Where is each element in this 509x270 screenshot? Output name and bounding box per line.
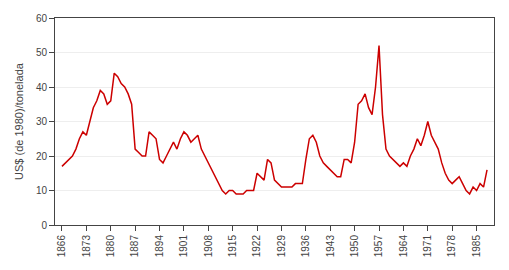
svg-text:1964: 1964 [398,235,409,258]
svg-text:20: 20 [36,151,48,162]
svg-text:1929: 1929 [276,235,287,258]
svg-text:50: 50 [36,47,48,58]
svg-text:30: 30 [36,116,48,127]
svg-text:1908: 1908 [203,235,214,258]
svg-text:1915: 1915 [227,235,238,258]
svg-text:1978: 1978 [446,235,457,258]
svg-text:1971: 1971 [422,235,433,258]
svg-text:1943: 1943 [325,235,336,258]
svg-text:1957: 1957 [373,235,384,258]
svg-text:1894: 1894 [154,235,165,258]
svg-text:1901: 1901 [178,235,189,258]
svg-text:1880: 1880 [105,235,116,258]
svg-text:0: 0 [41,220,47,231]
svg-text:60: 60 [36,13,48,24]
svg-text:1866: 1866 [56,235,67,258]
svg-text:1950: 1950 [349,235,360,258]
svg-text:40: 40 [36,82,48,93]
svg-text:US$ (de 1980)/tonelada: US$ (de 1980)/tonelada [13,62,25,180]
svg-text:1873: 1873 [81,235,92,258]
svg-text:1985: 1985 [471,235,482,258]
svg-text:1936: 1936 [300,235,311,258]
svg-text:1922: 1922 [251,235,262,258]
svg-text:10: 10 [36,185,48,196]
svg-text:1887: 1887 [129,235,140,258]
